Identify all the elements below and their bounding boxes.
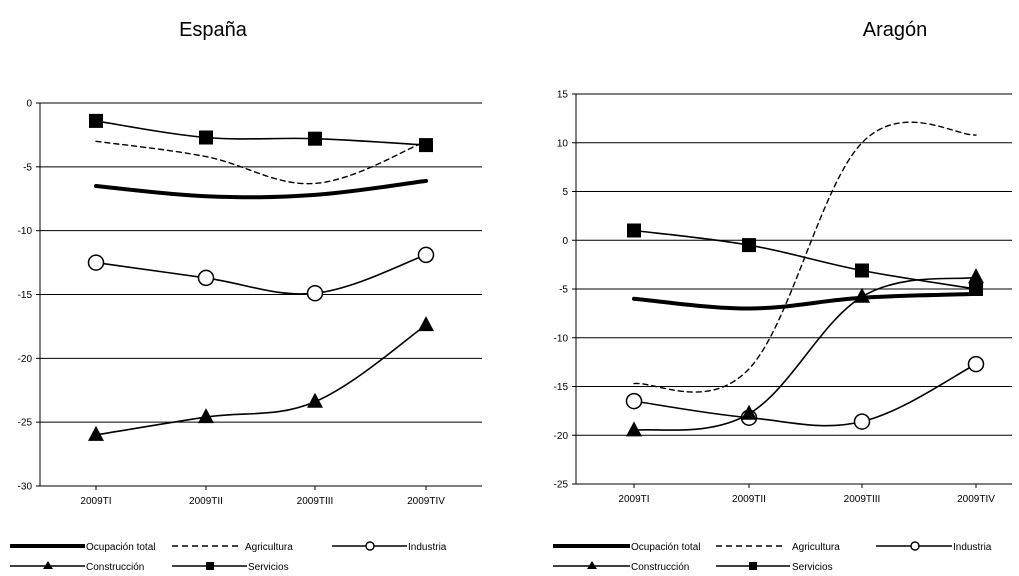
series-line-agricultura [633,121,977,393]
data-point-triangle [854,287,870,303]
series-line-construcci-n [95,324,427,436]
data-point-circle [417,246,435,264]
legend-item-construccion: Construcción [553,561,689,573]
chart-title: España [179,19,248,41]
data-point-triangle [307,392,323,408]
data-point-circle [87,254,105,271]
series-line-industria [95,254,427,295]
legend-label: Ocupación total [86,542,156,553]
series-line-servicios [633,229,977,290]
x-tick-label: 2009TIV [957,494,995,505]
data-point-triangle [968,268,984,284]
x-tick-label: 2009TIII [844,494,881,505]
y-tick-label: -25 [554,480,569,491]
legend-label: Industria [953,542,992,553]
y-tick-label: -25 [18,418,33,429]
series-line-ocupaci-n-total [94,178,428,200]
series-line-agricultura [95,140,427,185]
data-point-square [419,138,433,153]
data-point-square [627,223,641,238]
y-tick-label: -5 [23,162,32,173]
data-point-square [308,131,322,146]
data-point-circle [625,392,643,410]
series-line-construcci-n [633,276,977,432]
series-group [87,113,435,441]
y-tick-label: -10 [18,226,33,237]
y-ticks: 0 -5 -10 -15 -20 -25 -30 [18,99,40,493]
y-tick-label: 5 [562,187,568,198]
y-tick-label: 10 [557,138,569,149]
gridlines [576,93,1012,485]
legend-marker-square [749,562,757,570]
legend-label: Ocupación total [631,542,701,553]
legend-label: Agricultura [245,542,293,553]
legend-label: Industria [408,542,447,553]
legend-marker-triangle [587,561,597,569]
data-point-triangle [741,404,757,420]
legend-item-industria: Industria [332,541,447,553]
data-point-triangle [198,408,214,424]
y-tick-label: -20 [554,431,569,442]
y-tick-label: -10 [554,333,569,344]
legend-item-ocupacion: Ocupación total [10,542,156,553]
legend-item-agricultura: Agricultura [172,542,293,553]
chart-espana: España 0-5-10-15-20-25-30 2009TI 2009TII 2… [18,19,482,507]
legend-label: Construcción [86,562,144,571]
legend-marker-circle [910,541,920,551]
data-point-circle [197,269,215,287]
x-tick-label: 2009TIII [297,496,334,507]
data-point-triangle [626,421,642,437]
series-line-ocupaci-n-total [632,291,978,311]
legend-item-servicios: Servicios [716,562,833,573]
legend-marker-square [206,562,214,570]
gridlines [40,102,482,487]
x-tick-label: 2009TI [618,494,649,505]
legend-espana: Ocupación total Agricultura Industria Co… [10,541,447,573]
legend-label: Servicios [792,562,833,571]
data-point-square [855,263,869,278]
y-tick-label: 15 [557,90,569,101]
data-point-triangle [88,425,104,441]
x-tick-label: 2009TIV [407,496,445,507]
x-ticks: 2009TI 2009TII 2009TIII 2009TIV [80,486,445,507]
legend-label: Agricultura [792,542,840,553]
chart-title: Aragón [863,19,928,41]
legend-label: Construcción [631,562,689,571]
legend-item-industria: Industria [876,541,992,553]
data-point-square [969,282,983,296]
y-tick-label: 0 [26,99,32,110]
legend-label: Servicios [248,562,289,571]
x-tick-label: 2009TII [732,494,766,505]
y-tick-label: 0 [562,236,568,247]
legend-item-agricultura: Agricultura [716,542,840,553]
legend-item-ocupacion: Ocupación total [553,542,701,553]
legend-aragon: Ocupación total Agricultura Industria Co… [553,541,992,573]
y-ticks: 15 10 5 0 -5 -10 -15 -20 -25 [554,90,576,491]
x-tick-label: 2009TII [189,496,223,507]
legend-item-servicios: Servicios [172,562,289,573]
y-tick-label: -5 [559,285,568,296]
x-tick-label: 2009TI [80,496,111,507]
data-point-circle [967,355,985,373]
y-tick-label: -15 [554,382,569,393]
data-point-square [742,238,756,253]
legend-item-construccion: Construcción [10,561,144,573]
data-point-circle [306,284,324,302]
y-tick-label: -30 [18,482,33,493]
series-group [625,121,985,437]
data-point-square [89,113,103,128]
series-line-industria [633,363,977,427]
series-line-servicios [95,120,427,146]
y-tick-label: -20 [18,354,33,365]
data-point-triangle [418,316,434,332]
y-tick-label: -15 [18,290,33,301]
legend-marker-circle [365,541,375,551]
data-point-circle [853,413,871,430]
data-point-square [199,130,213,145]
legend-marker-triangle [43,561,53,569]
x-ticks: 2009TI 2009TII 2009TIII 2009TIV [618,484,995,505]
